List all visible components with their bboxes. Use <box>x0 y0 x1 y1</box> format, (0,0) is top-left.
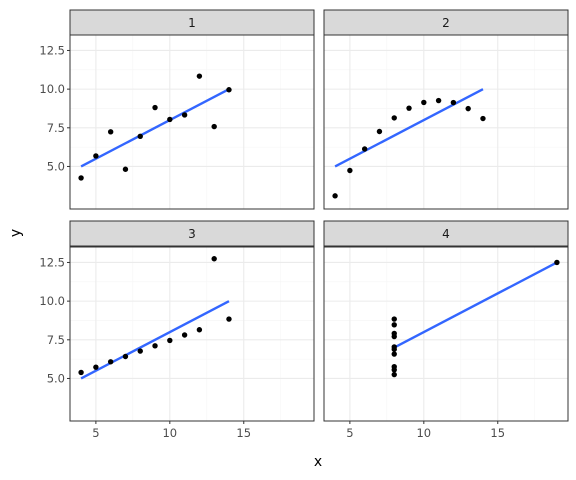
y-tick-label: 5.0 <box>47 159 65 173</box>
data-point <box>137 133 143 140</box>
data-point <box>435 97 442 104</box>
panel-2: 2 <box>323 9 569 210</box>
strip-background <box>69 220 315 247</box>
x-tick-label: 15 <box>490 426 505 440</box>
y-axis-title: y <box>8 229 24 237</box>
strip-label: 3 <box>188 227 196 241</box>
panel-border <box>69 34 315 210</box>
x-axis-title: x <box>314 454 322 470</box>
data-point <box>152 104 158 111</box>
data-point <box>391 322 397 328</box>
data-point <box>391 371 397 378</box>
data-point <box>391 316 397 322</box>
y-tick-label: 5.0 <box>47 371 65 385</box>
x-tick-label: 10 <box>416 426 431 440</box>
strip-background <box>69 9 315 36</box>
data-point <box>196 73 203 79</box>
data-point <box>137 348 143 354</box>
data-point <box>107 129 114 135</box>
data-point <box>406 105 412 111</box>
data-point <box>78 369 84 376</box>
strip-label: 2 <box>442 16 450 30</box>
panel-background <box>324 247 568 421</box>
regression-line <box>80 300 230 380</box>
data-point <box>391 115 397 121</box>
strip-label: 4 <box>442 227 450 241</box>
data-point <box>226 316 232 322</box>
x-tick-label: 5 <box>92 426 99 440</box>
data-point <box>347 167 353 174</box>
data-point <box>167 116 173 123</box>
strip-label: 1 <box>188 16 196 30</box>
data-point <box>122 353 129 360</box>
data-point <box>152 343 158 349</box>
panel-1: 1 5.0 7.5 10.0 12.5 <box>39 9 315 210</box>
panel-border <box>69 246 315 422</box>
y-tick-label: 10.0 <box>39 294 65 308</box>
data-point <box>211 123 217 130</box>
data-point <box>554 259 560 266</box>
data-point <box>450 99 457 106</box>
data-point <box>122 166 129 172</box>
panel-background <box>324 35 568 209</box>
y-tick-label: 12.5 <box>39 255 65 269</box>
data-point <box>78 175 84 181</box>
x-tick-label: 5 <box>346 426 353 440</box>
strip-background <box>323 9 569 36</box>
data-point <box>196 327 203 333</box>
data-point <box>465 105 471 112</box>
data-point <box>391 330 397 337</box>
panel-4: 4 5 10 15 <box>323 220 569 440</box>
data-point <box>226 87 232 93</box>
y-tick-label: 12.5 <box>39 43 65 57</box>
x-tick-label: 15 <box>236 426 251 440</box>
data-point <box>480 115 486 122</box>
panel-3: 3 5.0 7.5 10.0 12.5 5 10 15 <box>39 220 315 440</box>
strip-background <box>323 220 569 247</box>
regression-line <box>80 88 230 168</box>
y-tick-label: 7.5 <box>47 333 65 347</box>
data-point <box>93 364 99 370</box>
panel-border <box>323 34 569 210</box>
panel-background <box>70 247 314 421</box>
data-point <box>376 128 383 135</box>
data-point <box>211 256 217 262</box>
data-point <box>93 153 99 159</box>
x-tick-label: 10 <box>162 426 177 440</box>
regression-line <box>334 88 484 168</box>
data-point <box>361 146 368 152</box>
data-point <box>181 332 188 338</box>
panel-border <box>323 246 569 422</box>
data-point <box>391 351 397 357</box>
data-point <box>332 193 338 199</box>
data-point <box>181 112 188 118</box>
regression-line <box>393 261 558 349</box>
data-point <box>421 99 427 106</box>
panel-background <box>70 35 314 209</box>
data-point <box>391 346 397 352</box>
data-point <box>107 359 114 365</box>
y-tick-label: 7.5 <box>47 121 65 135</box>
y-tick-label: 10.0 <box>39 82 65 96</box>
data-point <box>167 337 173 344</box>
data-point <box>391 367 397 373</box>
